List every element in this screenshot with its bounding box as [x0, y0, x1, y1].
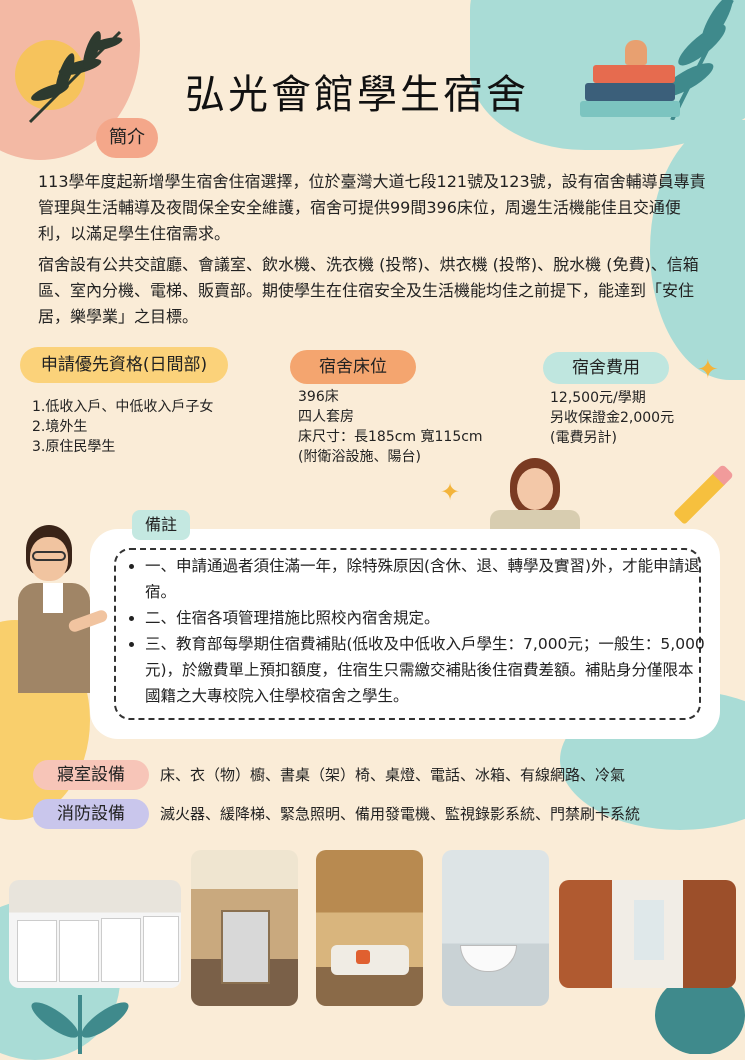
notes-list: 一、申請通過者須住滿一年，除特殊原因(含休、退、轉學及實習)外，才能申請退宿。 … — [127, 553, 705, 709]
priority-item: 2.境外生 — [32, 419, 88, 435]
beds-heading: 宿舍床位 — [290, 350, 416, 384]
girl-character — [480, 458, 590, 532]
leaf-icon — [28, 30, 123, 124]
leaf-bottom-left-icon — [31, 995, 129, 1054]
pencil-icon — [673, 464, 734, 525]
beds-line: 396床 — [298, 389, 339, 405]
notes-item: 三、教育部每學期住宿費補貼(低收及中低收入戶學生：7,000元；一般生：5,00… — [145, 631, 705, 709]
fees-line: 12,500元/學期 — [550, 390, 646, 406]
boy-character — [18, 525, 109, 700]
page-title: 弘光會館學生宿舍 — [185, 72, 529, 118]
beds-line: (附衛浴設施、陽台) — [298, 449, 421, 465]
bg-teal-blob-right — [650, 120, 745, 380]
books-illustration — [575, 35, 685, 120]
fees-info: 12,500元/學期 另收保證金2,000元 (電費另計) — [550, 388, 720, 448]
sparkle-icon: ✦ — [440, 478, 461, 506]
fees-heading: 宿舍費用 — [543, 352, 669, 384]
intro-heading: 簡介 — [96, 118, 158, 158]
intro-paragraph-1: 113學年度起新增學生宿舍住宿選擇，位於臺灣大道七段121號及123號，設有宿舍… — [38, 172, 706, 243]
intro-paragraph-2: 宿舍設有公共交誼廳、會議室、飲水機、洗衣機 (投幣)、烘衣機 (投幣)、脫水機 … — [38, 255, 699, 326]
monstera-leaf-icon — [655, 975, 745, 1054]
notes-panel — [90, 529, 720, 739]
beds-line: 四人套房 — [298, 409, 354, 425]
beds-line: 床尺寸：長185cm 寬115cm — [298, 429, 483, 445]
fire-equipment-text: 滅火器、緩降梯、緊急照明、備用發電機、監視錄影系統、門禁刷卡系統 — [160, 805, 641, 823]
fees-line: 另收保證金2,000元 — [550, 410, 675, 426]
lounge-photo — [316, 850, 423, 1006]
priority-item: 1.低收入戶、中低收入戶子女 — [32, 399, 214, 415]
room-equipment-text: 床、衣（物）櫥、書桌（架）椅、桌燈、電話、冰箱、有線網路、冷氣 — [160, 766, 626, 784]
lobby-photo — [191, 850, 298, 1006]
fire-equipment-label: 消防設備 — [33, 799, 149, 829]
priority-item: 3.原住民學生 — [32, 439, 116, 455]
fees-line: (電費另計) — [550, 430, 617, 446]
beds-info: 396床 四人套房 床尺寸：長185cm 寬115cm (附衛浴設施、陽台) — [298, 387, 518, 467]
notes-heading: 備註 — [132, 510, 190, 540]
notes-dashed-border — [114, 548, 701, 720]
room-equipment-label: 寢室設備 — [33, 760, 149, 790]
notes-item: 二、住宿各項管理措施比照校內宿舍規定。 — [145, 605, 705, 631]
notes-item: 一、申請通過者須住滿一年，除特殊原因(含休、退、轉學及實習)外，才能申請退宿。 — [145, 553, 705, 605]
bathroom-photo — [442, 850, 549, 1006]
laundry-room-photo — [9, 880, 181, 988]
priority-heading: 申請優先資格(日間部) — [20, 347, 228, 383]
bedroom-photo — [559, 880, 736, 988]
priority-list: 1.低收入戶、中低收入戶子女 2.境外生 3.原住民學生 — [32, 397, 262, 457]
sparkle-icon: ✦ — [697, 355, 719, 385]
